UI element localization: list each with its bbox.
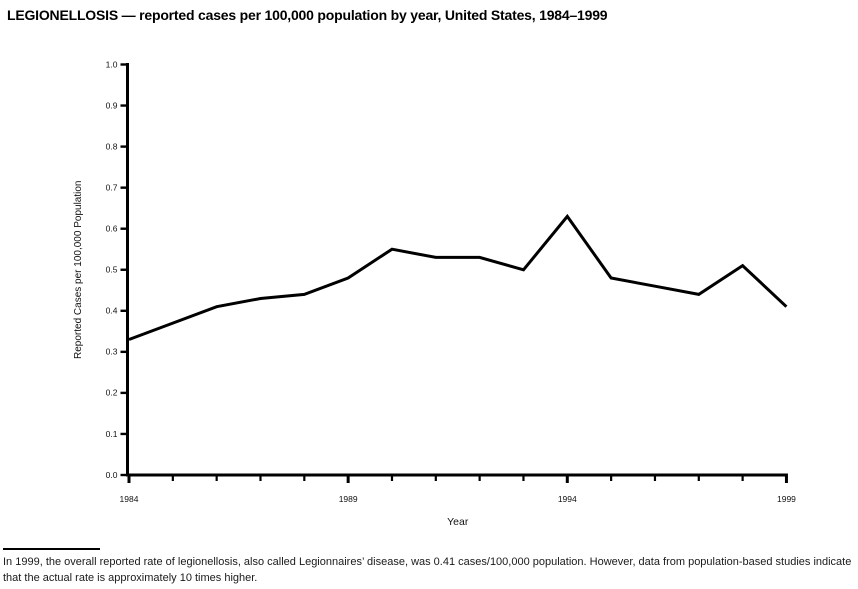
y-tick-label: 0.1 [106, 429, 118, 439]
y-tick-label: 0.3 [106, 347, 118, 357]
x-tick-label: 1989 [339, 494, 358, 504]
y-tick-label: 1.0 [106, 59, 118, 69]
y-tick-label: 0.4 [106, 306, 118, 316]
y-axis-title: Reported Cases per 100,000 Population [73, 181, 84, 359]
line-chart: 0.0 0.1 0.2 0.3 0.4 0.5 0.6 0.7 0.8 0.9 1.0 1984 198… [73, 59, 796, 528]
footnote-rule [3, 548, 100, 551]
y-tick-label: 0.6 [106, 224, 118, 234]
x-tick-label: 1984 [120, 494, 139, 504]
y-tick-label: 0.2 [106, 388, 118, 398]
x-tick-label: 1999 [777, 494, 796, 504]
footnote: In 1999, the overall reported rate of le… [3, 548, 855, 586]
y-tick-label: 0.7 [106, 182, 118, 192]
x-tick-label: 1994 [558, 494, 577, 504]
y-tick-label: 0.5 [106, 265, 118, 275]
footnote-text: In 1999, the overall reported rate of le… [3, 556, 852, 585]
x-axis-title: Year [447, 516, 469, 528]
y-tick-label: 0.0 [106, 470, 118, 480]
y-tick-label: 0.9 [106, 100, 118, 110]
y-tick-label: 0.8 [106, 141, 118, 151]
chart-title: LEGIONELLOSIS — reported cases per 100,0… [7, 7, 608, 23]
data-line [128, 213, 788, 341]
